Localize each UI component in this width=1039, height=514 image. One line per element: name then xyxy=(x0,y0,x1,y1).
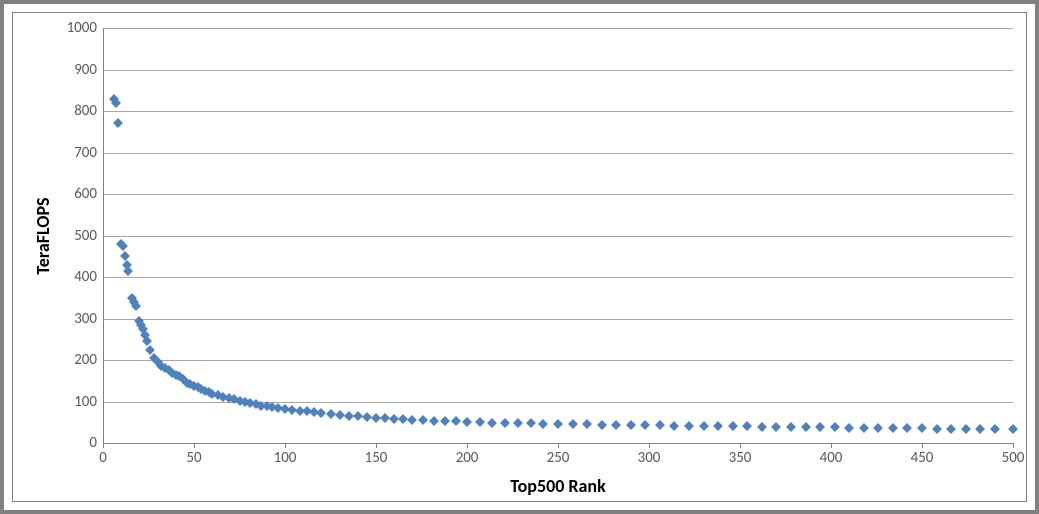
scatter-marker xyxy=(815,422,825,432)
scatter-marker xyxy=(429,416,439,426)
y-tick-label: 700 xyxy=(74,144,97,162)
scatter-marker xyxy=(316,408,326,418)
scatter-marker xyxy=(786,422,796,432)
scatter-marker xyxy=(462,417,472,427)
plot-area: 0100200300400500600700800900100005010015… xyxy=(103,28,1013,443)
scatter-marker xyxy=(335,410,345,420)
scatter-marker xyxy=(124,266,134,276)
x-tick-mark xyxy=(1013,443,1014,448)
scatter-marker xyxy=(699,421,709,431)
x-tick-label: 50 xyxy=(186,449,201,467)
y-tick-label: 400 xyxy=(74,268,97,286)
x-tick-mark xyxy=(103,443,104,448)
gridline xyxy=(103,319,1013,320)
x-tick-label: 0 xyxy=(99,449,107,467)
x-axis-title: Top500 Rank xyxy=(510,475,605,497)
y-tick-label: 0 xyxy=(89,434,97,452)
x-tick-label: 300 xyxy=(638,449,661,467)
scatter-marker xyxy=(451,416,461,426)
scatter-marker xyxy=(932,424,942,434)
scatter-marker xyxy=(513,418,523,428)
scatter-marker xyxy=(830,422,840,432)
scatter-marker xyxy=(670,421,680,431)
scatter-marker xyxy=(538,419,548,429)
y-tick-label: 200 xyxy=(74,351,97,369)
chart-inner-container: 0 100 200 300 400 500 600 700 800 900 1000 0 50 100 15… xyxy=(12,12,1027,502)
x-tick-mark xyxy=(467,443,468,448)
scatter-marker xyxy=(326,409,336,419)
scatter-marker xyxy=(488,418,498,428)
gridline xyxy=(103,28,1013,29)
x-tick-label: 350 xyxy=(729,449,752,467)
scatter-marker xyxy=(597,420,607,430)
gridline xyxy=(103,70,1013,71)
x-tick-mark xyxy=(649,443,650,448)
x-tick-label: 500 xyxy=(1002,449,1025,467)
scatter-marker xyxy=(917,423,927,433)
scatter-marker xyxy=(582,419,592,429)
gridline xyxy=(103,153,1013,154)
scatter-marker xyxy=(568,419,578,429)
scatter-marker xyxy=(440,416,450,426)
scatter-marker xyxy=(475,417,485,427)
scatter-marker xyxy=(873,423,883,433)
x-tick-mark xyxy=(922,443,923,448)
scatter-marker xyxy=(728,421,738,431)
x-tick-mark xyxy=(194,443,195,448)
scatter-marker xyxy=(407,415,417,425)
x-tick-label: 450 xyxy=(911,449,934,467)
y-tick-label: 500 xyxy=(74,227,97,245)
chart-outer-frame: 0 100 200 300 400 500 600 700 800 900 1000 0 50 100 15… xyxy=(0,0,1039,514)
scatter-marker xyxy=(742,421,752,431)
x-tick-mark xyxy=(831,443,832,448)
gridline xyxy=(103,194,1013,195)
scatter-marker xyxy=(626,420,636,430)
scatter-marker xyxy=(553,419,563,429)
scatter-marker xyxy=(757,422,767,432)
y-tick-label: 100 xyxy=(74,393,97,411)
scatter-marker xyxy=(844,423,854,433)
x-tick-mark xyxy=(740,443,741,448)
x-tick-mark xyxy=(285,443,286,448)
y-tick-label: 800 xyxy=(74,102,97,120)
scatter-marker xyxy=(500,418,510,428)
scatter-marker xyxy=(526,419,536,429)
x-tick-label: 150 xyxy=(365,449,388,467)
scatter-marker xyxy=(961,424,971,434)
x-tick-label: 100 xyxy=(274,449,297,467)
scatter-marker xyxy=(611,420,621,430)
scatter-marker xyxy=(418,415,428,425)
y-axis-title: TeraFLOPS xyxy=(32,197,54,274)
scatter-marker xyxy=(771,422,781,432)
scatter-marker xyxy=(801,422,811,432)
scatter-marker xyxy=(120,251,130,261)
x-tick-label: 200 xyxy=(456,449,479,467)
scatter-marker xyxy=(1008,424,1018,434)
scatter-marker xyxy=(859,423,869,433)
gridline xyxy=(103,360,1013,361)
scatter-marker xyxy=(902,423,912,433)
scatter-marker xyxy=(640,420,650,430)
x-tick-mark xyxy=(376,443,377,448)
y-tick-label: 900 xyxy=(74,61,97,79)
x-tick-label: 250 xyxy=(547,449,570,467)
scatter-marker xyxy=(946,424,956,434)
scatter-marker xyxy=(655,420,665,430)
scatter-marker xyxy=(975,424,985,434)
y-tick-label: 1000 xyxy=(67,19,97,37)
x-tick-label: 400 xyxy=(820,449,843,467)
scatter-marker xyxy=(684,421,694,431)
x-tick-mark xyxy=(558,443,559,448)
gridline xyxy=(103,236,1013,237)
scatter-marker xyxy=(888,423,898,433)
scatter-marker xyxy=(990,424,1000,434)
gridline xyxy=(103,277,1013,278)
y-axis-line xyxy=(103,28,104,443)
scatter-marker xyxy=(713,421,723,431)
y-tick-label: 600 xyxy=(74,185,97,203)
scatter-marker xyxy=(113,118,123,128)
gridline xyxy=(103,111,1013,112)
y-tick-label: 300 xyxy=(74,310,97,328)
